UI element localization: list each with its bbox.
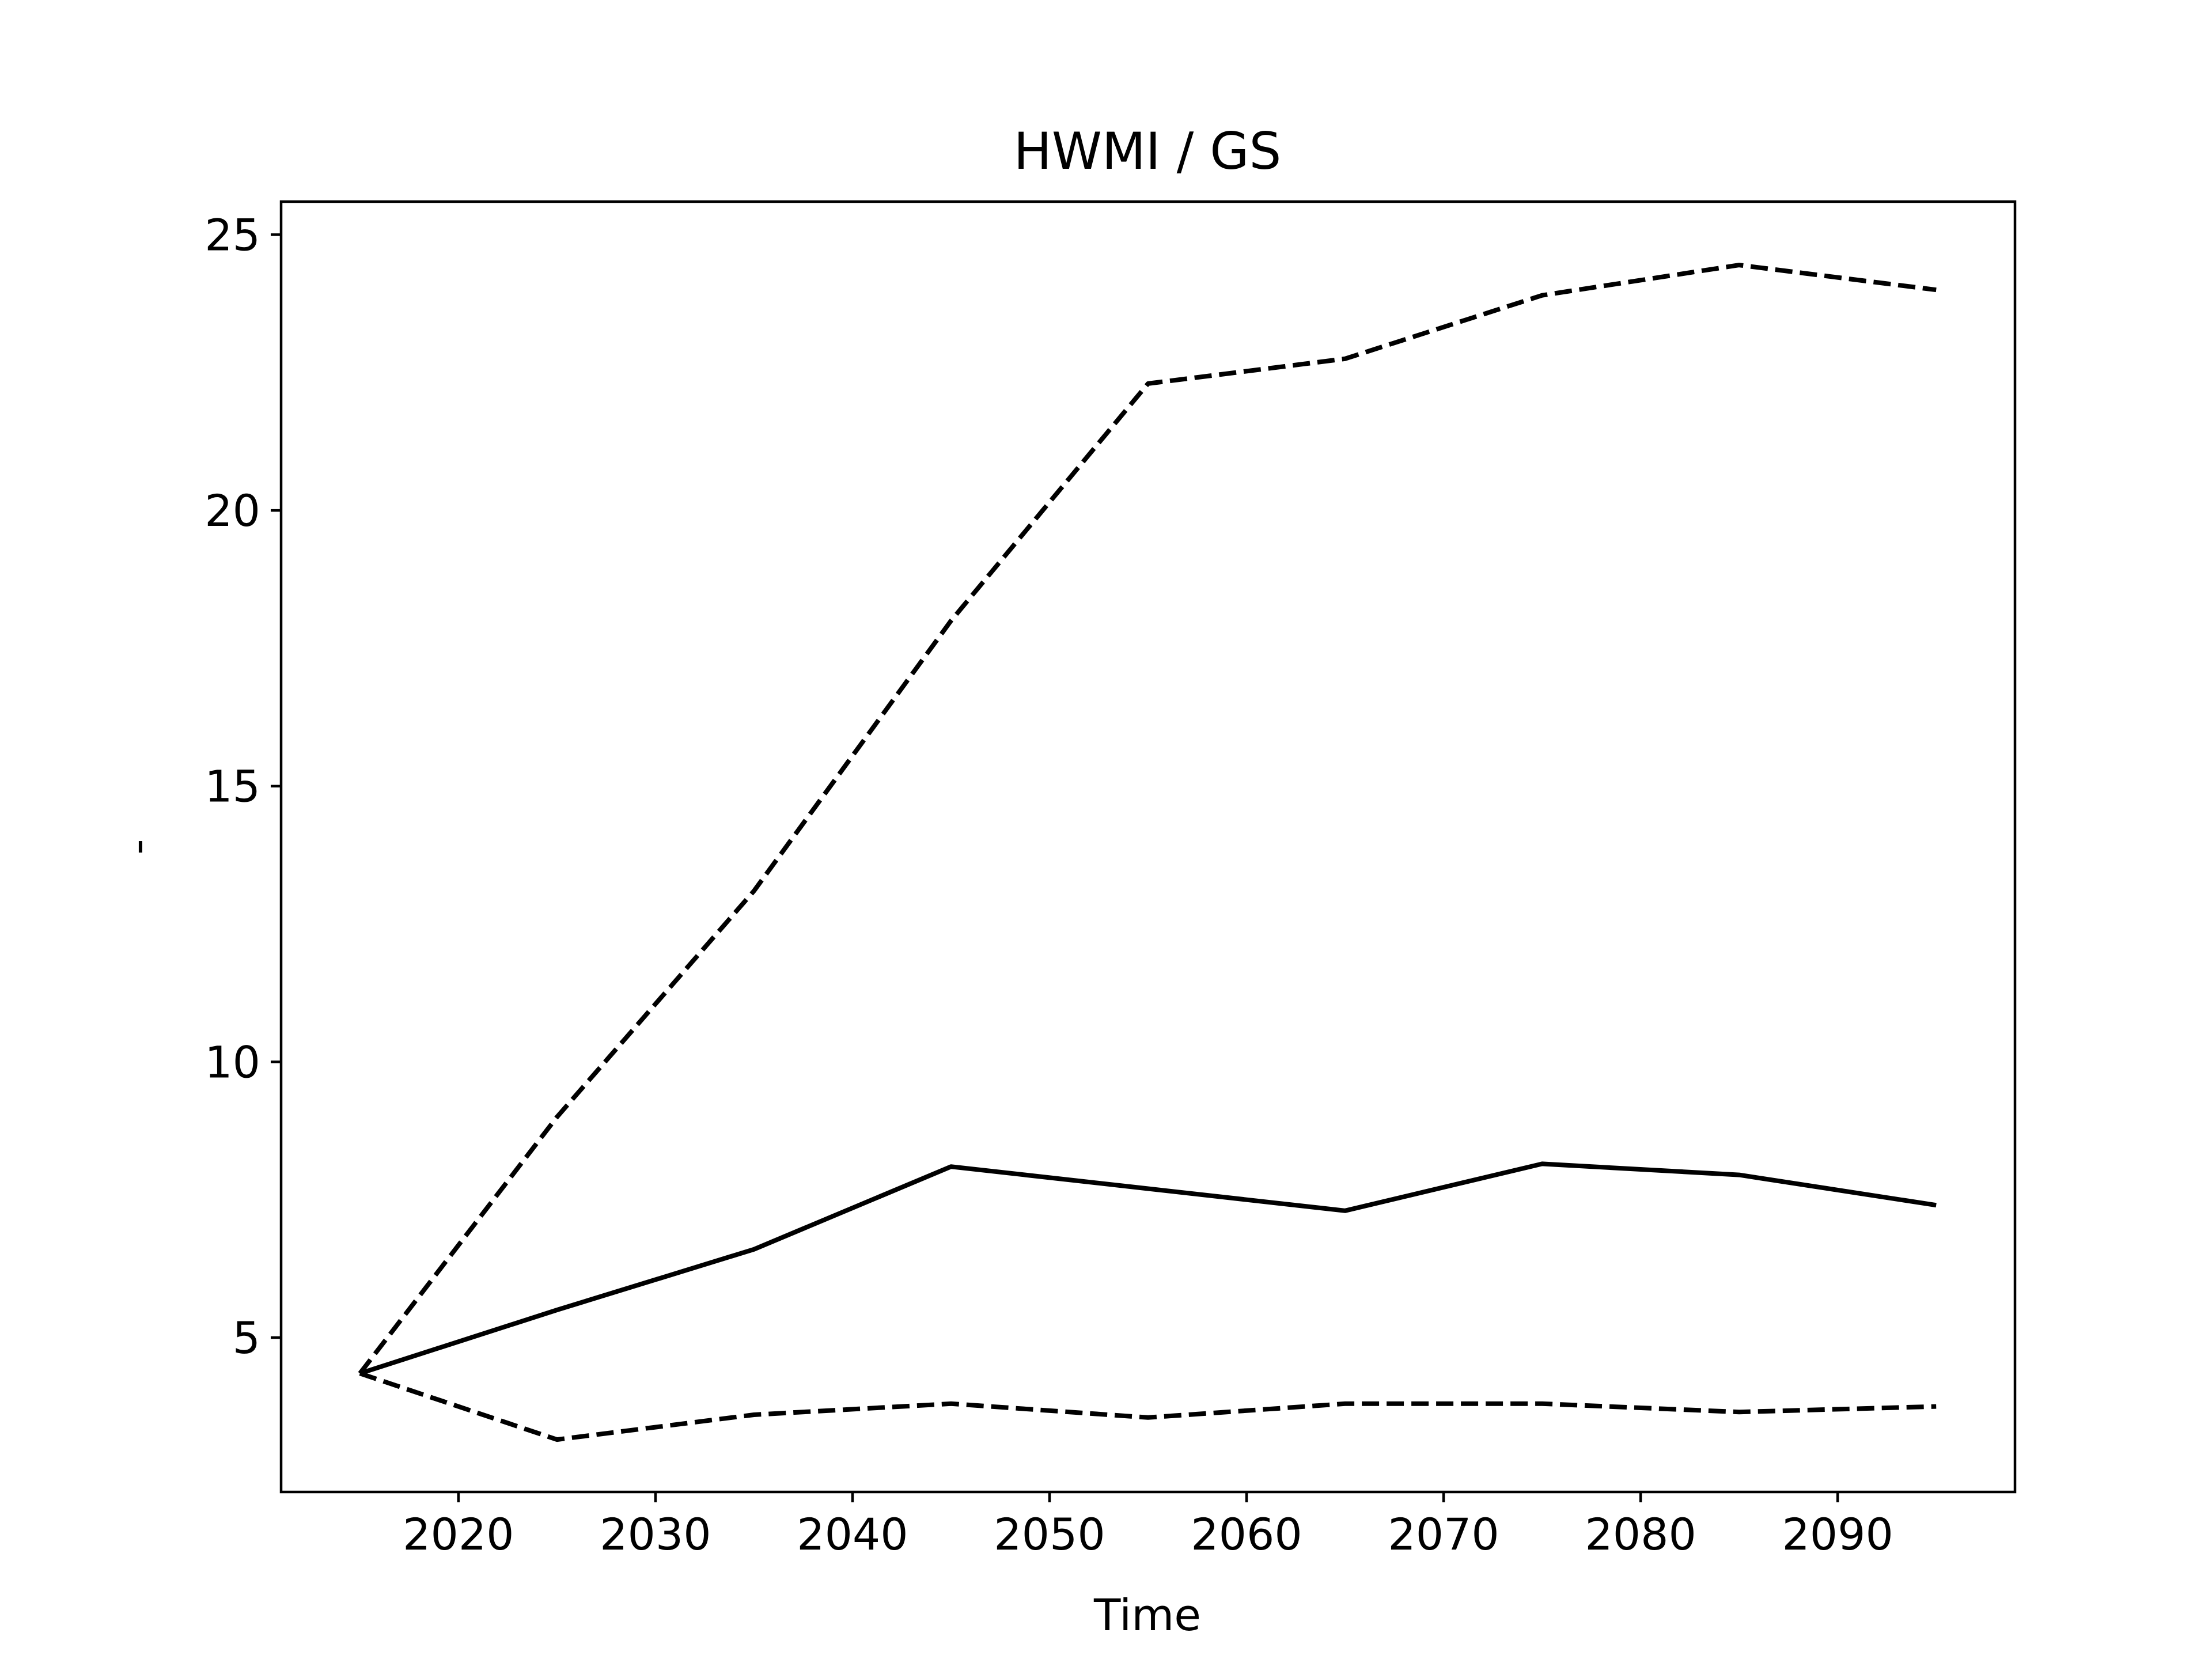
y-tick-label: 5 [233,1312,260,1363]
x-tick-label: 2090 [1782,1509,1893,1560]
chart-title: HWMI / GS [1014,122,1282,181]
series-line-2 [358,263,1937,1375]
series-layer [358,263,1937,1442]
y-axis: 5 10 15 20 25 [204,209,281,1363]
x-tick-label: 2070 [1388,1509,1499,1560]
x-tick-label: 2040 [797,1509,908,1560]
x-tick-label: 2030 [600,1509,711,1560]
x-tick-label: 2080 [1585,1509,1696,1560]
x-axis: 2020 2030 2040 2050 2060 2070 2080 2090 [403,1492,1893,1560]
x-tick-label: 2020 [403,1509,514,1560]
series-line-1 [359,1161,1937,1376]
x-tick-label: 2060 [1191,1509,1302,1560]
y-tick-label: 25 [204,209,260,260]
x-axis-label: Time [1093,1589,1201,1641]
series-line-3 [359,1371,1937,1442]
y-tick-label: 20 [204,485,260,536]
x-tick-label: 2050 [994,1509,1105,1560]
y-axis-label: - [112,839,163,854]
y-tick-label: 10 [204,1036,260,1088]
plot-frame [279,200,2017,1494]
y-tick-label: 15 [204,761,260,812]
